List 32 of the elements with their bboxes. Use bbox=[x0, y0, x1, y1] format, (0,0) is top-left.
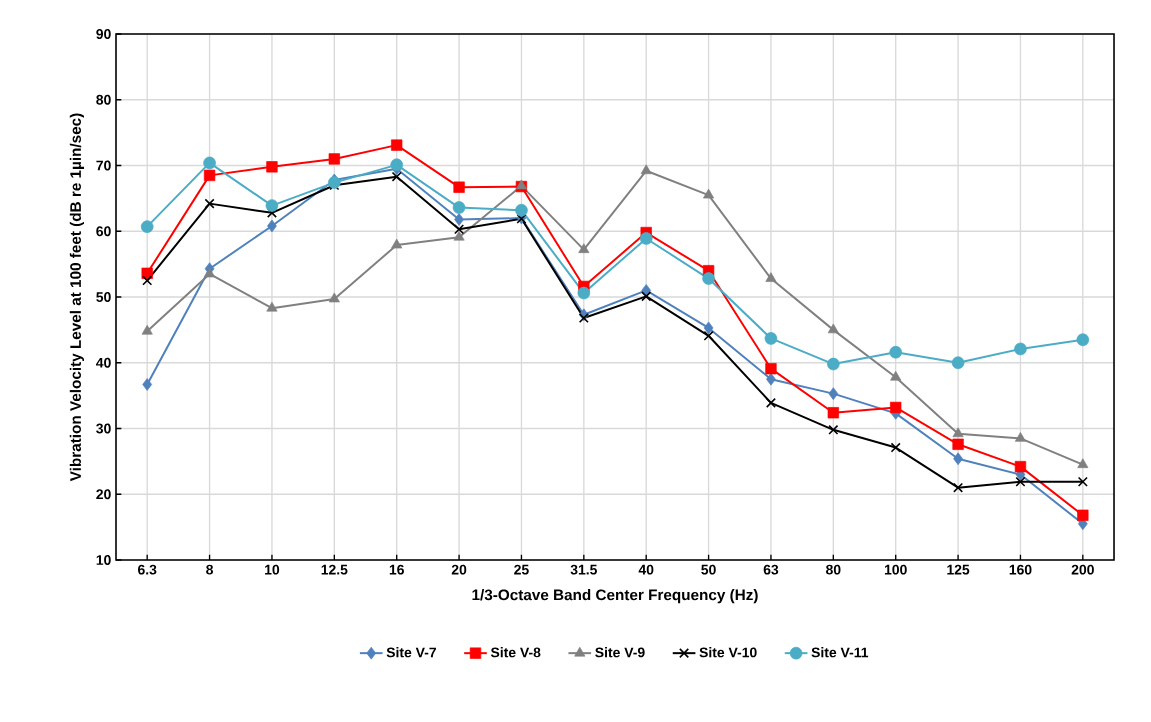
x-axis-title: 1/3-Octave Band Center Frequency (Hz) bbox=[472, 589, 758, 604]
y-tick-label: 30 bbox=[96, 423, 111, 434]
x-tick-label: 25 bbox=[514, 564, 529, 575]
legend-label: Site V-8 bbox=[490, 647, 541, 658]
x-tick-label: 31.5 bbox=[570, 564, 597, 575]
legend-label: Site V-9 bbox=[595, 647, 645, 658]
y-tick-label: 20 bbox=[96, 489, 111, 500]
x-tick-label: 12.5 bbox=[321, 564, 348, 575]
x-tick-label: 80 bbox=[826, 564, 841, 575]
y-tick-label: 40 bbox=[96, 357, 111, 368]
x-tick-label: 40 bbox=[638, 564, 654, 575]
y-tick-label: 70 bbox=[96, 160, 111, 171]
y-tick-label: 10 bbox=[96, 555, 111, 565]
x-tick-label: 50 bbox=[701, 564, 716, 575]
x-tick-label: 63 bbox=[763, 564, 779, 575]
legend-label: Site V-10 bbox=[699, 647, 757, 658]
x-tick-label: 8 bbox=[206, 564, 214, 575]
x-tick-label: 10 bbox=[265, 564, 280, 575]
y-tick-label: 50 bbox=[96, 292, 111, 302]
y-tick-label: 60 bbox=[96, 226, 111, 237]
legend-label: Site V-11 bbox=[811, 647, 869, 658]
y-tick-label: 80 bbox=[96, 94, 111, 105]
y-axis-title: Vibration Velocity Level at 100 feet (dB re 1µin/sec) bbox=[69, 113, 85, 482]
x-tick-label: 200 bbox=[1071, 564, 1094, 575]
x-tick-label: 160 bbox=[1009, 564, 1032, 575]
x-tick-label: 6.3 bbox=[138, 564, 157, 575]
x-tick-label: 100 bbox=[884, 564, 907, 575]
x-tick-label: 16 bbox=[389, 564, 404, 575]
x-tick-label: 125 bbox=[947, 564, 970, 575]
legend-label: Site V-7 bbox=[386, 647, 436, 658]
x-tick-label: 20 bbox=[451, 564, 467, 575]
y-tick-label: 90 bbox=[96, 29, 111, 39]
